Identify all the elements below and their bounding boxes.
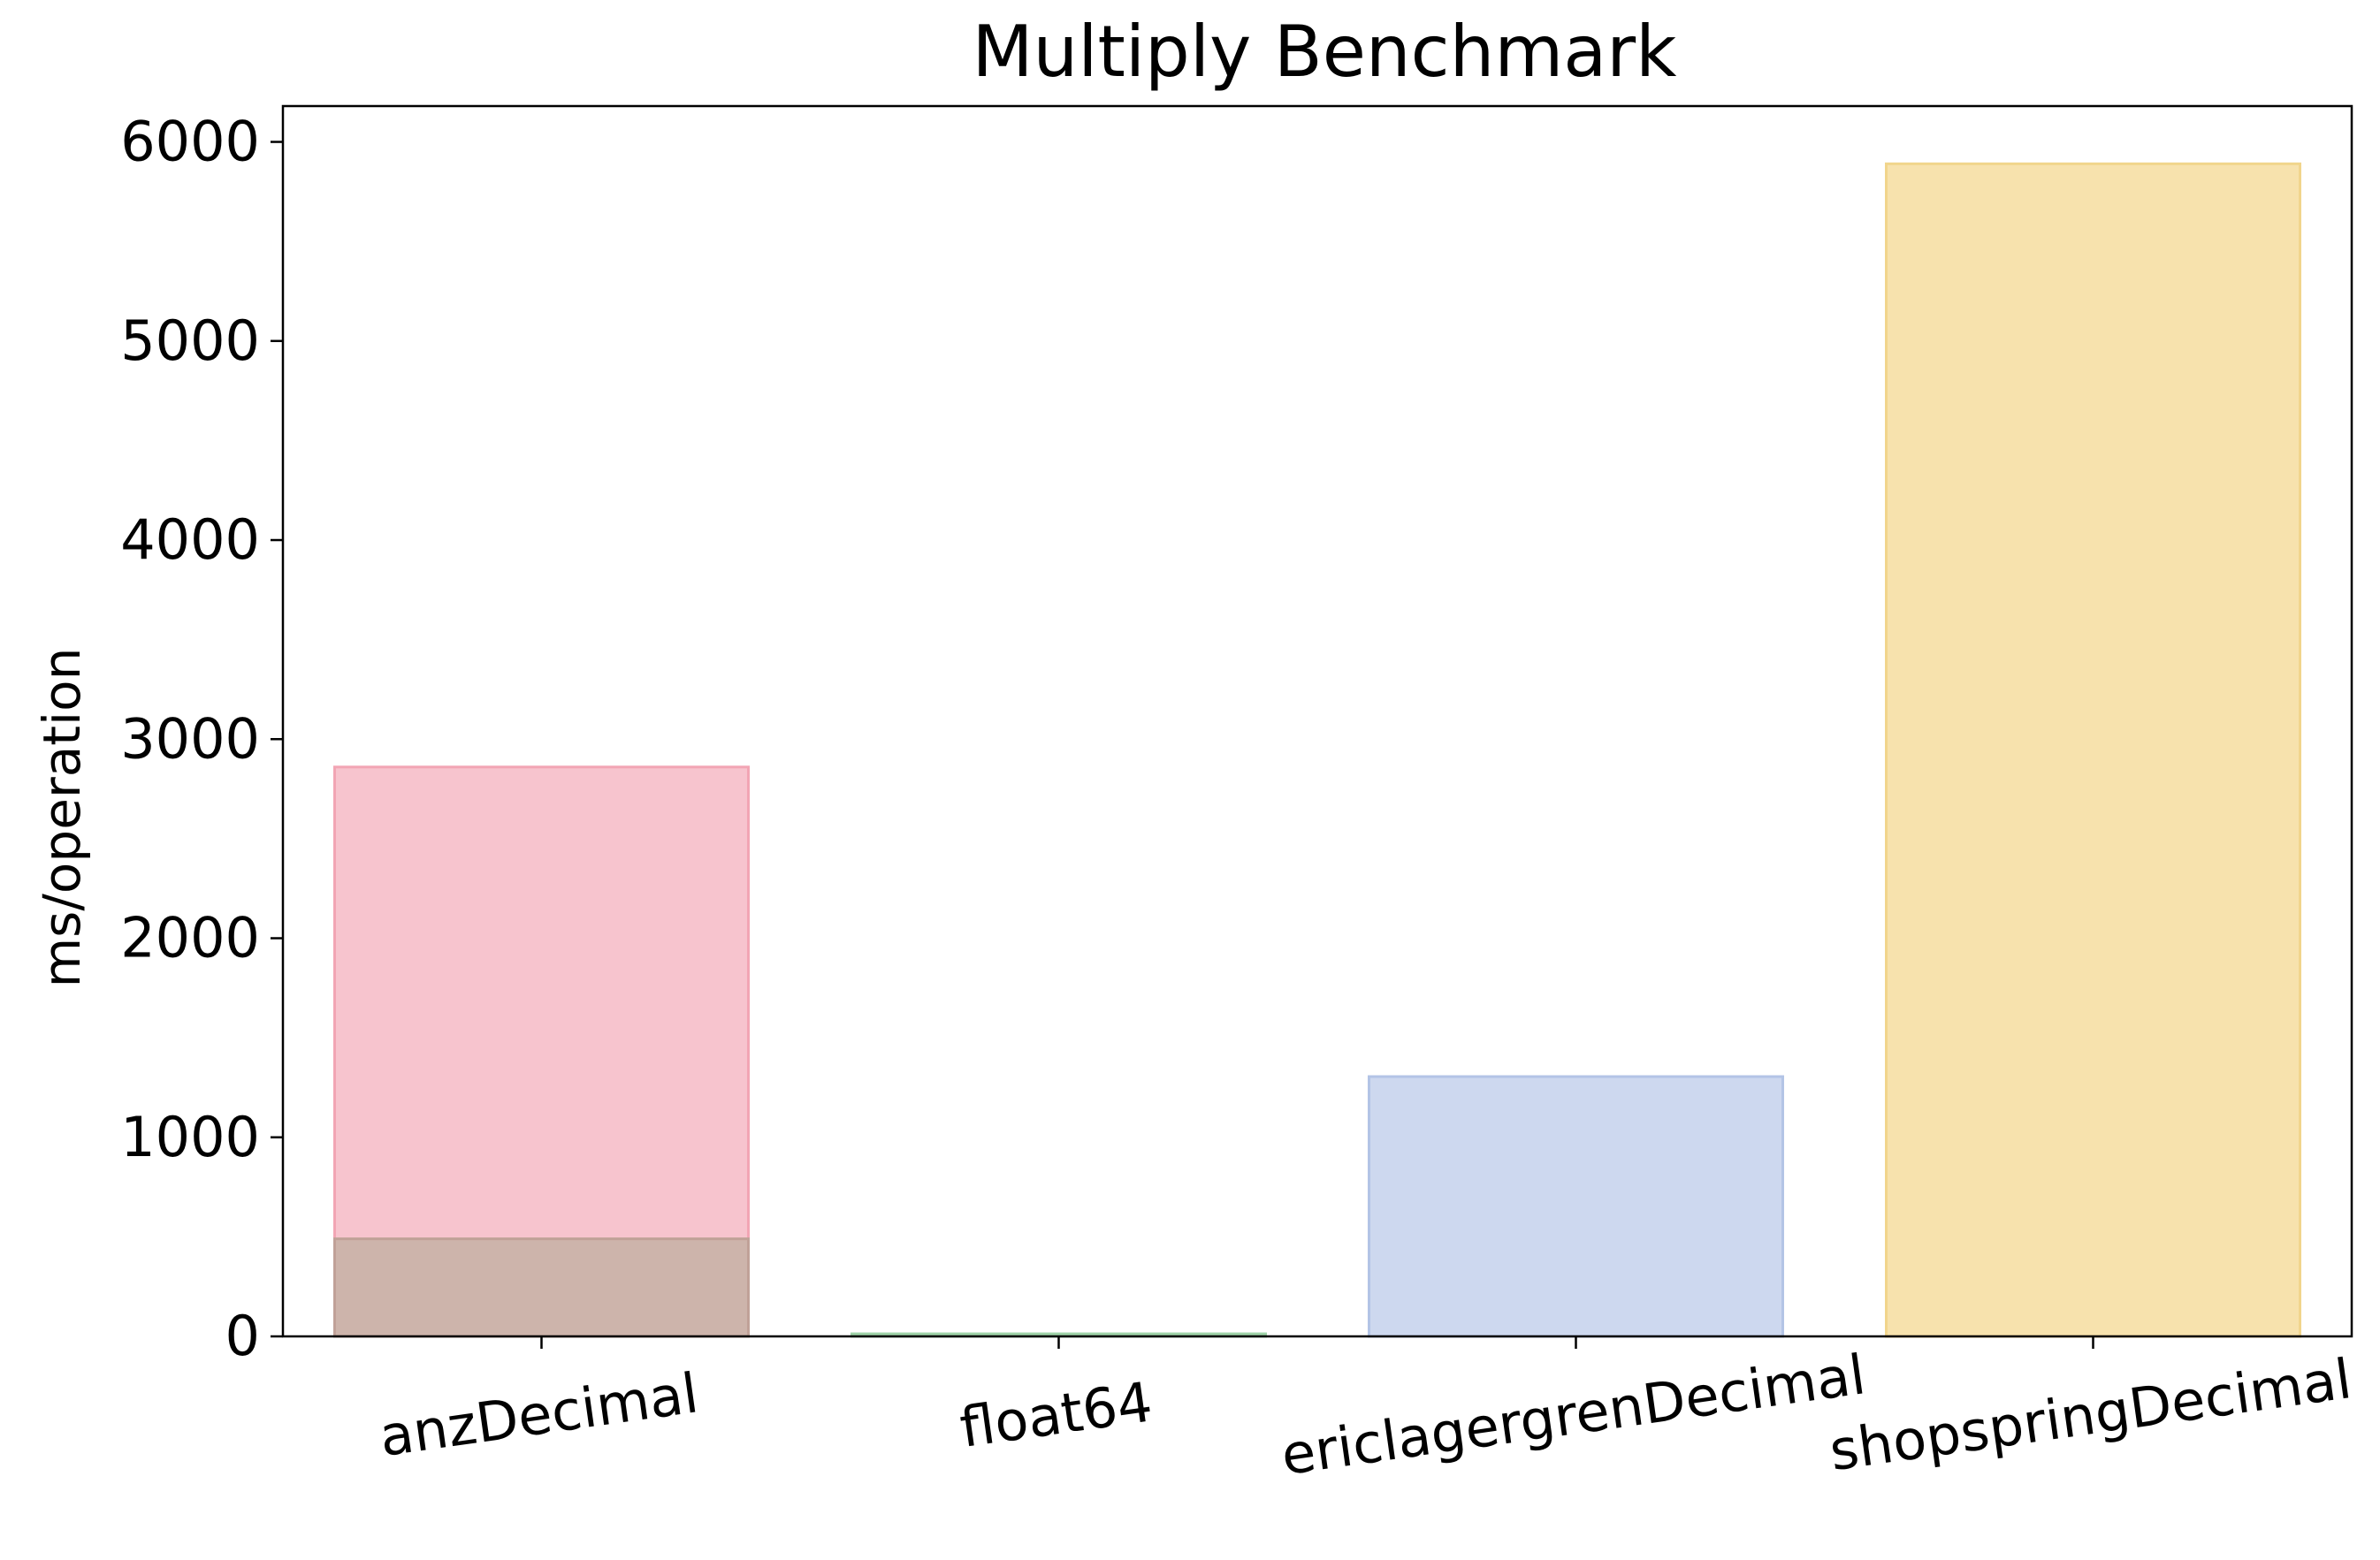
y-tick-label: 3000 — [120, 706, 260, 771]
y-tick-label: 4000 — [120, 507, 260, 572]
y-tick-label: 0 — [225, 1304, 260, 1368]
x-axis-ticks: anzDecimal float64 ericlagergrenDecimalsho… — [376, 1336, 2355, 1488]
bar-shopspringdecimal — [1885, 162, 2301, 1338]
plot-frame — [281, 104, 2353, 1338]
bar-anzdecimal-overlay — [333, 1237, 750, 1338]
bar-ericlagergrendecimal — [1368, 1075, 1784, 1338]
x-tick-label: float64 — [956, 1369, 1156, 1460]
y-tick-label: 5000 — [120, 308, 260, 373]
x-tick-label: shopspringDecimal — [1826, 1346, 2355, 1483]
x-tick-label: ericlagergrenDecimal — [1278, 1342, 1869, 1488]
y-tick-label: 1000 — [120, 1105, 260, 1169]
y-axis-ticks: 0 1000 2000 3000 4000 5000 6000 — [120, 110, 283, 1368]
x-tick-label: anzDecimal — [376, 1360, 702, 1469]
chart-title: Multiply Benchmark — [973, 11, 1678, 93]
bars — [333, 162, 2301, 1338]
y-tick-label: 2000 — [120, 906, 260, 970]
y-axis-label: ms/operation — [32, 648, 92, 988]
y-tick-label: 6000 — [120, 110, 260, 174]
